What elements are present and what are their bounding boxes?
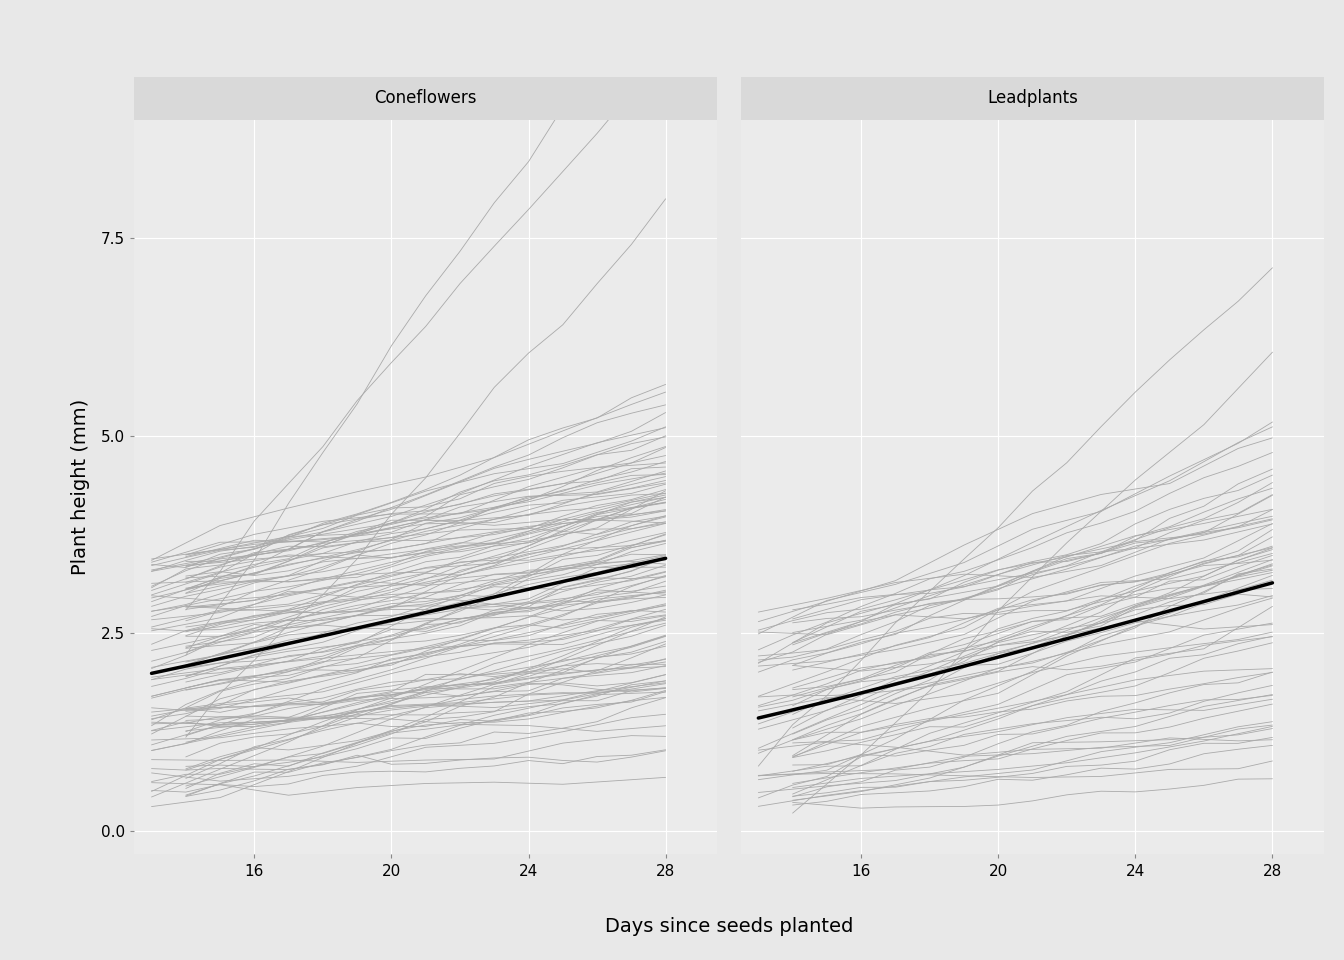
Text: Coneflowers: Coneflowers [375, 89, 477, 108]
Y-axis label: Plant height (mm): Plant height (mm) [71, 399, 90, 575]
Text: Days since seeds planted: Days since seeds planted [605, 917, 853, 936]
Text: Leadplants: Leadplants [986, 89, 1078, 108]
